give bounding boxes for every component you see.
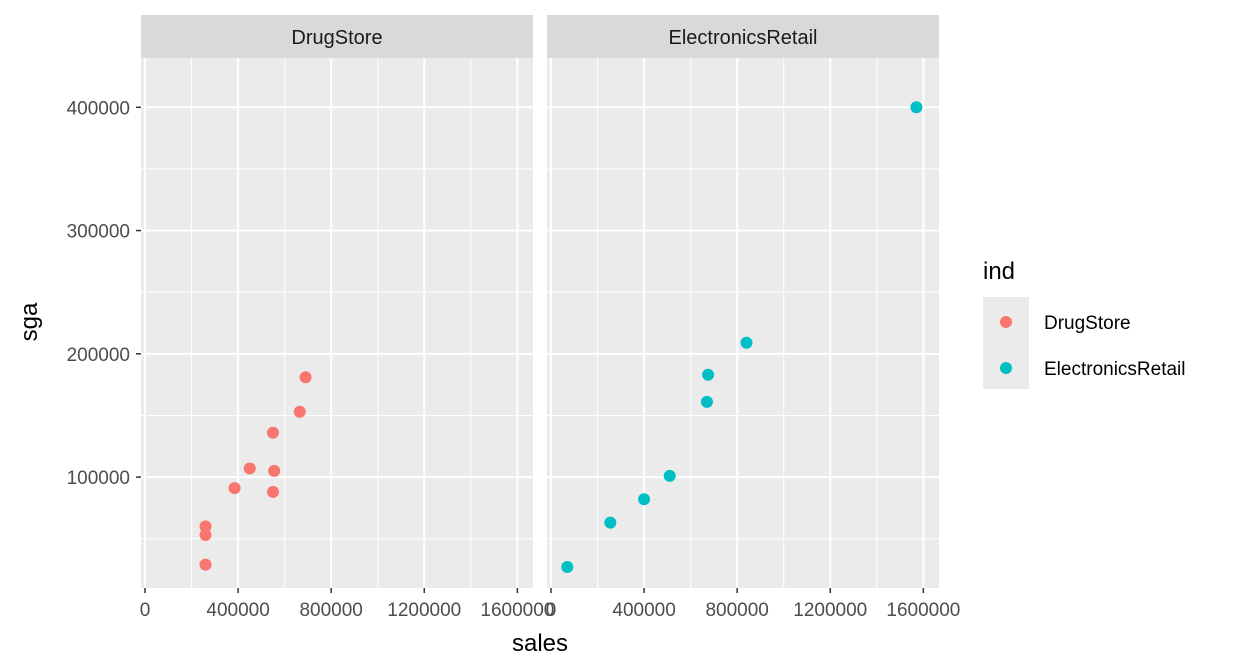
y-tick-label: 100000 [67, 468, 130, 489]
legend-key-background [983, 297, 1029, 389]
plot-background-electronicsretail [547, 58, 939, 588]
plot-background-drugstore [141, 58, 533, 588]
data-point-electronicsretail [702, 368, 715, 381]
x-tick-label: 400000 [206, 600, 269, 621]
y-tick-label: 400000 [67, 98, 130, 119]
data-point-drugstore [267, 485, 279, 498]
legend-key-electronicsretail [1000, 362, 1012, 374]
panel-electronicsretail: ElectronicsRetail 0 400000 800000 1200000 160… [546, 15, 960, 621]
data-point-drugstore [228, 482, 241, 495]
data-point-drugstore [199, 558, 212, 571]
x-tick-label: 1600000 [886, 600, 960, 621]
legend-title: ind [983, 258, 1015, 285]
data-point-drugstore [293, 405, 306, 418]
data-point-electronicsretail [604, 516, 617, 529]
data-point-drugstore [268, 464, 281, 477]
x-tick-label: 800000 [705, 600, 768, 621]
panel-drugstore: DrugStore 0 400000 800000 1200000 1600000 [140, 15, 554, 621]
data-point-drugstore [199, 529, 212, 541]
legend-key-drugstore [1000, 316, 1012, 328]
x-tick-label: 1600000 [480, 600, 554, 621]
data-point-drugstore [267, 426, 279, 439]
data-point-electronicsretail [740, 336, 753, 349]
y-tick-label: 200000 [67, 345, 130, 366]
data-point-electronicsretail [663, 469, 676, 482]
y-axis: 100000 200000 300000 400000 [67, 98, 141, 489]
x-tick-label: 1200000 [387, 600, 461, 621]
legend-label-drugstore: DrugStore [1044, 313, 1131, 334]
x-tick-label: 0 [140, 600, 151, 621]
data-point-drugstore [199, 520, 212, 533]
y-axis-title: sga [16, 302, 43, 341]
x-tick-label: 800000 [299, 600, 362, 621]
strip-label-electronicsretail: ElectronicsRetail [669, 27, 818, 49]
x-tick-label: 0 [546, 600, 557, 621]
y-tick-label: 300000 [67, 222, 130, 243]
data-point-drugstore [299, 371, 312, 384]
x-tick-label: 1200000 [793, 600, 867, 621]
data-point-electronicsretail [910, 101, 923, 114]
strip-label-drugstore: DrugStore [291, 27, 382, 49]
data-point-electronicsretail [561, 561, 574, 574]
data-point-drugstore [243, 462, 256, 475]
legend: ind DrugStore ElectronicsRetail [983, 258, 1186, 389]
data-point-electronicsretail [638, 493, 651, 506]
data-point-electronicsretail [700, 395, 713, 408]
strip-electronicsretail [547, 15, 939, 58]
strip-drugstore [141, 15, 533, 58]
legend-label-electronicsretail: ElectronicsRetail [1044, 359, 1186, 380]
x-tick-label: 400000 [612, 600, 675, 621]
x-axis-title: sales [512, 630, 568, 657]
